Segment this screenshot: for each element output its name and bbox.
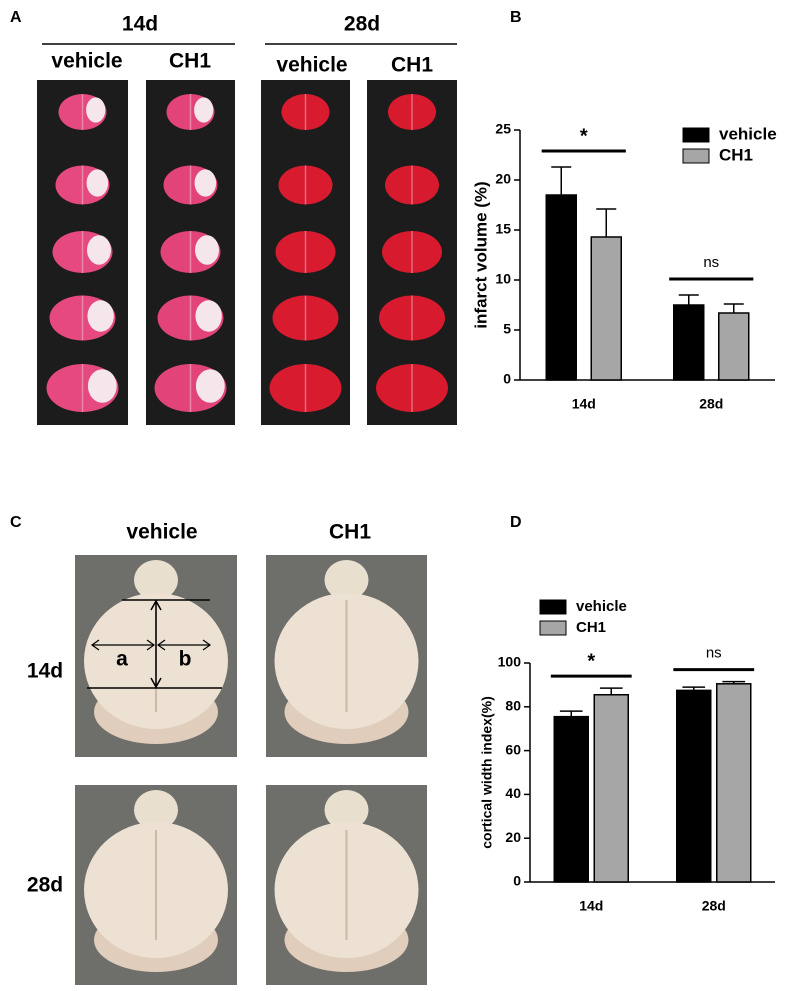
y-tick-label: 10 (495, 271, 511, 287)
y-tick-label: 0 (503, 371, 511, 387)
annotation: b (179, 648, 192, 671)
bar (593, 694, 629, 883)
infarct (195, 369, 225, 403)
infarct (194, 97, 214, 123)
annotation: a (116, 648, 128, 671)
brain-slice (376, 364, 448, 412)
legend-label: vehicle (719, 124, 777, 143)
y-axis-label: cortical width index(%) (479, 696, 495, 848)
y-tick-label: 20 (505, 829, 521, 845)
legend-swatch (539, 599, 567, 615)
y-tick-label: 100 (498, 654, 522, 670)
y-axis-label: infarct volume (%) (471, 181, 490, 328)
column-label: vehicle (276, 54, 347, 77)
brain-slice (275, 231, 336, 273)
brain-slice (278, 165, 333, 205)
legend-label: CH1 (719, 145, 753, 164)
column-label: CH1 (329, 521, 371, 544)
column-label: CH1 (169, 50, 211, 73)
infarct (87, 235, 111, 265)
olfactory-bulb (134, 790, 178, 830)
bar (673, 304, 705, 381)
x-tick-label: 14d (572, 396, 596, 412)
infarct (86, 169, 109, 197)
bar (676, 689, 712, 883)
y-tick-label: 25 (495, 121, 511, 137)
significance-label: ns (703, 254, 719, 271)
y-tick-label: 15 (495, 221, 511, 237)
significance-label: * (587, 650, 595, 672)
panel-label: A (10, 9, 22, 26)
legend-label: vehicle (576, 598, 627, 615)
panel-label: B (510, 9, 522, 26)
significance-label: * (580, 125, 588, 147)
column-label: vehicle (51, 50, 122, 73)
x-tick-label: 28d (702, 898, 726, 914)
infarct (195, 235, 219, 265)
panel-label: C (10, 514, 22, 531)
olfactory-bulb (324, 790, 369, 830)
olfactory-bulb (134, 560, 178, 600)
x-tick-label: 28d (699, 396, 723, 412)
y-tick-label: 5 (503, 321, 511, 337)
significance-label: ns (706, 645, 722, 662)
bar (718, 312, 750, 381)
column-label: vehicle (126, 521, 197, 544)
brain-slice (379, 295, 445, 341)
brain-slice (382, 231, 442, 273)
y-tick-label: 60 (505, 741, 521, 757)
row-label: 28d (27, 874, 63, 897)
brain-slice (269, 364, 342, 412)
bar (590, 236, 622, 381)
group-label: 28d (344, 13, 380, 36)
y-tick-label: 40 (505, 785, 521, 801)
column-label: CH1 (391, 54, 433, 77)
brain-slice (385, 165, 439, 205)
legend-label: CH1 (576, 619, 606, 636)
y-tick-label: 0 (513, 873, 521, 889)
bar (716, 683, 752, 883)
photos (37, 80, 457, 985)
measure-overlay: a b (87, 599, 222, 689)
olfactory-bulb (324, 560, 369, 600)
row-label: 14d (27, 660, 63, 683)
y-tick-label: 80 (505, 698, 521, 714)
infarct (86, 97, 106, 123)
legend-swatch (539, 620, 567, 636)
x-tick-label: 14d (579, 898, 603, 914)
brain-slice (281, 94, 330, 130)
group-label: 14d (122, 13, 158, 36)
panel-label: D (510, 514, 522, 531)
brain-slice (272, 295, 339, 341)
infarct (195, 300, 222, 332)
legend-swatch (682, 148, 710, 164)
bar (553, 715, 589, 883)
infarct (87, 300, 114, 332)
infarct (194, 169, 217, 197)
infarct (87, 369, 117, 403)
y-tick-label: 20 (495, 171, 511, 187)
bar (545, 194, 577, 381)
brain-slice (388, 94, 436, 130)
legend-swatch (682, 127, 710, 143)
